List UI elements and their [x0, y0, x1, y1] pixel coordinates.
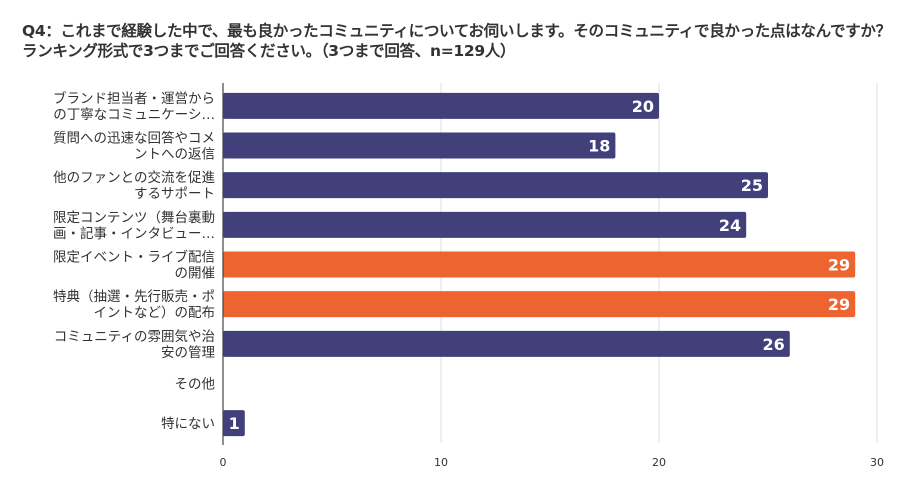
category-label: するサポート	[134, 186, 215, 202]
category-label: 画・記事・インタビュー…	[53, 225, 215, 242]
bar	[223, 291, 856, 318]
x-tick-label: 0	[220, 456, 227, 469]
x-tick-label: 20	[652, 456, 666, 469]
category-label: その他	[175, 377, 216, 393]
bar	[223, 330, 790, 357]
category-label: の開催	[175, 266, 216, 282]
category-label: 安の管理	[161, 345, 215, 361]
data-label: 18	[588, 137, 610, 156]
x-tick-label: 30	[870, 456, 884, 469]
data-label: 1	[229, 414, 240, 433]
category-label: 質問への迅速な回答やコメ	[53, 130, 215, 147]
category-label: 他のファンとの交流を促進	[53, 169, 215, 186]
data-label: 29	[828, 256, 850, 275]
bar	[223, 211, 747, 238]
bar	[223, 410, 245, 437]
category-label: の丁寧なコミュニケーシ…	[53, 106, 215, 123]
category-label: ブランド担当者・運営から	[53, 90, 215, 107]
category-label: 限定コンテンツ（舞台裏動	[53, 210, 215, 226]
category-label: コミュニティの雰囲気や治	[54, 329, 215, 345]
data-label: 26	[763, 335, 785, 354]
x-tick-label: 10	[434, 456, 448, 469]
category-label: ントへの返信	[134, 147, 215, 163]
data-label: 25	[741, 176, 763, 195]
category-label: 特にない	[161, 416, 215, 432]
data-label: 20	[632, 97, 654, 116]
bar	[223, 251, 856, 278]
category-label: 特典（抽選・先行販売・ポ	[53, 289, 215, 305]
data-label: 29	[828, 295, 850, 314]
category-label: 限定イベント・ライブ配信	[53, 249, 215, 266]
bar	[223, 132, 616, 159]
data-label: 24	[719, 216, 741, 235]
category-label: イントなど）の配布	[94, 305, 216, 321]
chart-title: Q4：これまで経験した中で、最も良かったコミュニティについてお伺いします。そのコ…	[22, 22, 891, 60]
bar	[223, 92, 659, 119]
bar	[223, 172, 768, 199]
